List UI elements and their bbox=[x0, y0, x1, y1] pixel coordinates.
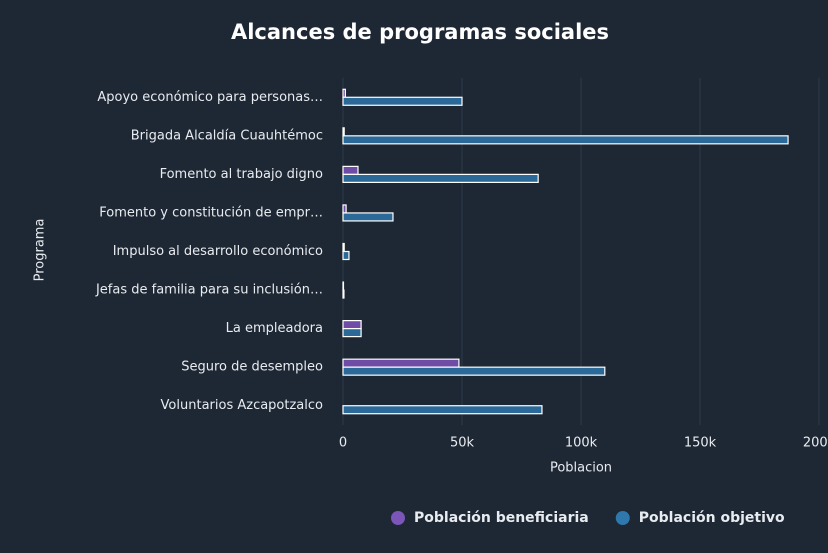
x-tick-label: 0 bbox=[339, 436, 347, 451]
x-tick-label: 100k bbox=[565, 436, 598, 451]
x-tick-label: 150k bbox=[684, 436, 717, 451]
bar bbox=[342, 165, 359, 175]
y-tick-label: Jefas de familia para su inclusión… bbox=[95, 283, 323, 298]
y-tick-label: Seguro de desempleo bbox=[181, 360, 323, 375]
chart-title: Alcances de programas sociales bbox=[231, 20, 609, 44]
bar bbox=[342, 127, 345, 137]
y-tick-label: Fomento y constitución de empr… bbox=[99, 205, 323, 220]
y-tick-label: La empleadora bbox=[226, 321, 323, 336]
bar bbox=[342, 212, 394, 222]
x-axis-title: Poblacion bbox=[550, 461, 612, 476]
x-tick-label: 50k bbox=[450, 436, 475, 451]
bar bbox=[342, 135, 789, 145]
y-tick-label: Fomento al trabajo digno bbox=[160, 167, 323, 182]
y-tick-label: Apoyo económico para personas… bbox=[97, 90, 323, 105]
y-axis-title: Programa bbox=[33, 219, 48, 282]
bar bbox=[342, 242, 345, 253]
bar bbox=[342, 204, 347, 214]
bar bbox=[342, 250, 350, 261]
legend-label: Población beneficiaria bbox=[414, 510, 589, 526]
x-tick-label: 200k bbox=[803, 436, 828, 451]
bar bbox=[342, 366, 606, 376]
y-tick-label: Impulso al desarrollo económico bbox=[113, 244, 323, 259]
bar bbox=[342, 320, 362, 330]
bar bbox=[342, 328, 362, 338]
legend-marker bbox=[391, 511, 405, 525]
legend-marker bbox=[615, 511, 630, 525]
legend-label: Población objetivo bbox=[639, 510, 785, 526]
y-tick-label: Voluntarios Azcapotzalco bbox=[161, 398, 323, 413]
bar bbox=[342, 405, 543, 415]
bar bbox=[342, 358, 460, 368]
bar bbox=[342, 88, 346, 98]
bar bbox=[342, 289, 345, 299]
y-tick-label: Brigada Alcaldía Cuauhtémoc bbox=[131, 128, 323, 143]
bar bbox=[342, 173, 539, 183]
bar bbox=[342, 96, 463, 106]
